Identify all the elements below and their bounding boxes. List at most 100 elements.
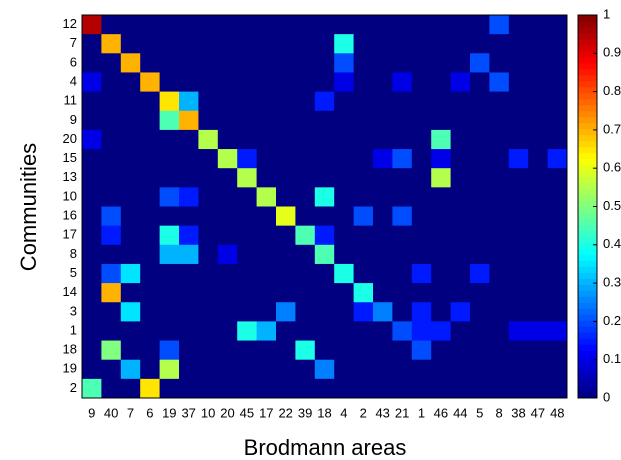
heat-cell bbox=[528, 283, 549, 303]
heat-cell bbox=[528, 91, 549, 112]
colorbar-swatch bbox=[578, 374, 597, 381]
colorbar-tick-label: 0.6 bbox=[603, 160, 621, 175]
colorbar-swatch bbox=[578, 326, 597, 333]
heat-cell bbox=[489, 321, 510, 342]
heat-cell bbox=[256, 129, 277, 150]
heat-cell bbox=[159, 283, 180, 303]
heat-cell bbox=[392, 359, 413, 380]
heat-cell bbox=[140, 110, 161, 131]
heat-cell bbox=[314, 53, 335, 73]
heat-cell bbox=[450, 359, 471, 380]
heat-cell bbox=[256, 321, 277, 342]
heat-cell bbox=[450, 206, 471, 227]
heat-cell bbox=[528, 187, 549, 207]
heat-cell bbox=[431, 72, 452, 93]
colorbar-swatch bbox=[578, 242, 597, 249]
colorbar-swatch bbox=[578, 158, 597, 166]
heat-cell bbox=[82, 359, 102, 380]
heat-cell bbox=[198, 340, 219, 361]
heat-cell bbox=[528, 149, 549, 169]
heat-cell bbox=[373, 283, 393, 303]
heat-cell bbox=[353, 149, 374, 169]
colorbar-tick-label: 0.2 bbox=[603, 313, 621, 328]
heat-cell bbox=[140, 340, 161, 361]
heat-cell bbox=[489, 91, 510, 112]
heat-cell bbox=[276, 244, 296, 265]
plot-frame bbox=[81, 14, 568, 399]
heat-cell bbox=[256, 15, 277, 35]
heat-cell bbox=[373, 72, 393, 93]
heat-cell bbox=[295, 34, 316, 54]
colorbar-swatch bbox=[578, 128, 597, 136]
heat-cell bbox=[314, 321, 335, 342]
heat-cell bbox=[489, 34, 510, 54]
colorbar-tick-label: 0.1 bbox=[603, 351, 621, 366]
heat-cell bbox=[179, 225, 199, 246]
heat-cell bbox=[159, 359, 180, 380]
heat-cell bbox=[159, 244, 180, 265]
heat-cell bbox=[528, 263, 549, 284]
heat-cell bbox=[237, 34, 258, 54]
colorbar-swatch bbox=[578, 290, 597, 297]
heat-cell bbox=[411, 225, 432, 246]
colorbar-swatch bbox=[578, 278, 597, 285]
heat-cell bbox=[120, 378, 141, 399]
heat-cell bbox=[198, 34, 219, 54]
heat-cell bbox=[392, 244, 413, 265]
heat-cell bbox=[120, 129, 141, 150]
heat-cell bbox=[237, 72, 258, 93]
heat-cell bbox=[528, 168, 549, 188]
heat-cell bbox=[120, 359, 141, 380]
colorbar-tick-label: 0.5 bbox=[603, 198, 621, 213]
heat-cell bbox=[314, 263, 335, 284]
heat-cell bbox=[140, 302, 161, 322]
heat-cell bbox=[373, 129, 393, 150]
x-tick-label: 47 bbox=[531, 405, 545, 420]
heat-cell bbox=[334, 91, 355, 112]
heat-cell bbox=[489, 15, 510, 35]
heat-cell bbox=[82, 149, 102, 169]
heat-cell bbox=[411, 149, 432, 169]
heat-cell bbox=[508, 34, 529, 54]
heat-cell bbox=[392, 378, 413, 399]
colorbar-swatch bbox=[578, 98, 597, 106]
heat-cell bbox=[295, 187, 316, 207]
heat-cell bbox=[140, 378, 161, 399]
heat-cell bbox=[508, 244, 529, 265]
heat-cell bbox=[334, 187, 355, 207]
heat-cell bbox=[373, 91, 393, 112]
heat-cell bbox=[256, 340, 277, 361]
colorbar-swatch bbox=[578, 134, 597, 142]
y-tick-label: 17 bbox=[63, 227, 77, 242]
heat-cell bbox=[470, 378, 490, 399]
heat-cell bbox=[470, 225, 490, 246]
colorbar-swatch bbox=[578, 266, 597, 273]
heat-cell bbox=[179, 72, 199, 93]
colorbar-swatch bbox=[578, 176, 597, 184]
heat-cell bbox=[217, 283, 238, 303]
heat-cell bbox=[237, 149, 258, 169]
heat-cell bbox=[508, 149, 529, 169]
x-tick-label: 21 bbox=[395, 405, 409, 420]
heat-cell bbox=[237, 15, 258, 35]
heat-cell bbox=[353, 302, 374, 322]
heat-cell bbox=[101, 263, 122, 284]
heat-cell bbox=[528, 378, 549, 399]
heat-cell bbox=[528, 302, 549, 322]
heat-cell bbox=[334, 302, 355, 322]
heat-cell bbox=[353, 168, 374, 188]
x-tick-label: 40 bbox=[104, 405, 118, 420]
y-tick-label: 7 bbox=[70, 35, 77, 50]
heat-cell bbox=[217, 359, 238, 380]
heat-cell bbox=[120, 34, 141, 54]
heat-cell bbox=[82, 206, 102, 227]
heat-cell bbox=[82, 244, 102, 265]
heat-cell bbox=[411, 15, 432, 35]
heat-cell bbox=[217, 168, 238, 188]
heat-cell bbox=[508, 225, 529, 246]
heat-cell bbox=[237, 283, 258, 303]
colorbar-swatch bbox=[578, 314, 597, 321]
heat-cell bbox=[489, 378, 510, 399]
colorbar-swatch bbox=[578, 236, 597, 243]
heat-cell bbox=[256, 34, 277, 54]
